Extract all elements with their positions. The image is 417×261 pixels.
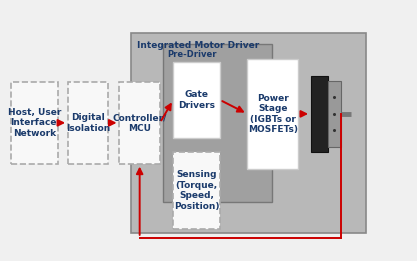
FancyBboxPatch shape xyxy=(11,82,58,164)
FancyBboxPatch shape xyxy=(68,82,108,164)
FancyBboxPatch shape xyxy=(173,62,220,138)
Text: Digital
Isolation: Digital Isolation xyxy=(66,113,111,133)
FancyBboxPatch shape xyxy=(328,81,341,147)
Text: Gate
Drivers: Gate Drivers xyxy=(178,90,215,110)
Text: Power
Stage
(IGBTs or
MOSFETs): Power Stage (IGBTs or MOSFETs) xyxy=(248,94,298,134)
FancyBboxPatch shape xyxy=(173,152,220,229)
FancyBboxPatch shape xyxy=(247,59,298,169)
Text: Host, User
Interface,
Network: Host, User Interface, Network xyxy=(8,108,61,138)
FancyBboxPatch shape xyxy=(119,82,160,164)
Text: Pre-Driver: Pre-Driver xyxy=(167,50,217,59)
Text: Sensing
(Torque,
Speed,
Position): Sensing (Torque, Speed, Position) xyxy=(174,170,219,211)
FancyBboxPatch shape xyxy=(311,76,328,152)
Text: Controller/
MCU: Controller/ MCU xyxy=(113,113,167,133)
FancyBboxPatch shape xyxy=(163,44,272,202)
FancyBboxPatch shape xyxy=(131,33,366,233)
Text: Integrated Motor Driver: Integrated Motor Driver xyxy=(137,41,259,50)
